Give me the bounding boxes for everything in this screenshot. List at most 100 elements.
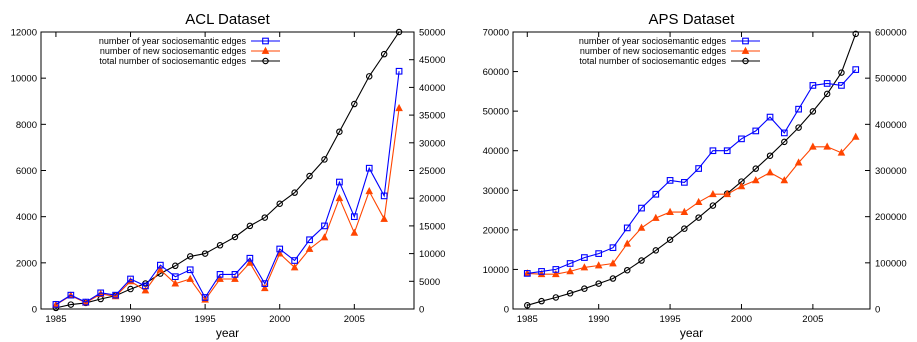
y-right-tick-label: 10000 (419, 249, 445, 260)
y-right-tick-label: 5000 (419, 277, 440, 288)
y-right-tick-label: 400000 (875, 120, 907, 131)
data-point-triangle (637, 223, 646, 231)
legend: number of year sociosemantic edgesnumber… (99, 36, 280, 66)
y-left-tick-label: 10000 (483, 265, 509, 276)
data-point-triangle (261, 46, 270, 54)
data-point-circle (852, 30, 859, 38)
data-point-square (581, 254, 588, 261)
data-point-circle (666, 236, 674, 244)
data-point-triangle (694, 197, 703, 206)
data-point-triangle (395, 103, 403, 112)
legend-label: number of new sociosemantic edges (100, 46, 247, 56)
data-point-triangle (111, 292, 120, 300)
data-point-circle (67, 301, 75, 308)
series-line (55, 31, 400, 309)
data-point-circle (652, 247, 660, 254)
data-point-triangle (156, 265, 165, 273)
data-point-circle (742, 57, 749, 65)
data-point-square (809, 82, 817, 89)
data-point-square (171, 273, 179, 281)
data-point-triangle (365, 187, 374, 195)
data-point-triangle (246, 258, 254, 266)
legend-label: number of year sociosemantic edges (579, 36, 727, 46)
data-point-triangle (580, 263, 589, 271)
data-point-triangle (201, 295, 209, 303)
series-3 (52, 28, 403, 312)
legend-label: total number of sociosemantic edges (579, 56, 726, 66)
data-point-square (609, 244, 617, 252)
y-left-tick-label: 6000 (16, 166, 37, 177)
data-point-square (652, 190, 660, 198)
series-3 (524, 30, 859, 309)
x-tick-label: 1985 (45, 314, 66, 325)
data-point-triangle (837, 148, 846, 156)
chart-title: ACL Dataset (185, 11, 270, 28)
y-left-tick-label: 60000 (483, 67, 509, 78)
series-2 (523, 132, 860, 278)
data-point-square (231, 271, 239, 278)
data-point-square (395, 67, 403, 75)
y-right-tick-label: 50000 (419, 28, 445, 39)
data-point-square (246, 254, 254, 262)
y-left-tick-label: 70000 (483, 28, 509, 39)
y-right-tick-label: 20000 (419, 194, 445, 205)
data-point-triangle (261, 283, 269, 292)
data-point-circle (709, 202, 717, 209)
data-point-square (838, 82, 845, 89)
series-line (527, 69, 857, 274)
data-point-triangle (305, 244, 314, 252)
data-point-triangle (709, 190, 717, 198)
data-point-triangle (623, 239, 632, 247)
y-left-tick-label: 2000 (16, 258, 37, 269)
data-point-circle (752, 165, 760, 172)
series-line (55, 71, 400, 305)
data-point-square (695, 165, 702, 172)
series-line (527, 136, 857, 275)
data-point-square (538, 268, 545, 275)
y-right-tick-label: 40000 (419, 83, 445, 94)
y-right-tick-label: 200000 (875, 212, 907, 223)
data-point-triangle (851, 132, 860, 140)
data-point-circle (681, 225, 688, 232)
data-point-square (276, 245, 284, 253)
y-right-tick-label: 45000 (419, 55, 445, 66)
data-point-triangle (737, 182, 746, 190)
data-point-square (742, 37, 749, 45)
data-point-circle (823, 90, 831, 98)
data-point-circle (581, 285, 588, 292)
data-point-circle (838, 69, 845, 76)
data-point-circle (261, 214, 269, 221)
data-point-triangle (380, 214, 388, 222)
data-point-circle (201, 250, 209, 257)
y-right-tick-label: 600000 (875, 28, 907, 39)
data-point-triangle (350, 228, 359, 236)
data-point-circle (524, 302, 531, 309)
x-tick-label: 1990 (120, 314, 141, 325)
data-point-square (523, 270, 531, 277)
legend-label: number of new sociosemantic edges (580, 46, 727, 56)
data-point-square (738, 135, 745, 143)
data-point-square (142, 282, 149, 290)
data-point-square (723, 147, 731, 155)
data-point-square (306, 236, 313, 244)
x-tick-label: 2000 (731, 314, 752, 325)
data-point-circle (216, 242, 224, 249)
data-point-square (97, 289, 105, 297)
data-point-circle (638, 257, 645, 264)
data-point-square (681, 179, 688, 186)
y-right-tick-label: 0 (875, 305, 880, 316)
data-point-triangle (723, 190, 731, 198)
x-axis-label: year (216, 326, 239, 340)
data-point-triangle (231, 274, 239, 282)
data-point-triangle (741, 46, 750, 54)
data-point-circle (595, 280, 602, 287)
data-point-circle (291, 189, 298, 196)
data-point-circle (395, 28, 403, 36)
data-point-triangle (609, 259, 617, 267)
x-tick-label: 1995 (195, 314, 216, 325)
data-point-triangle (594, 261, 603, 269)
y-right-tick-label: 500000 (875, 74, 907, 85)
data-point-square (623, 224, 631, 232)
y-right-tick-label: 0 (419, 305, 424, 316)
